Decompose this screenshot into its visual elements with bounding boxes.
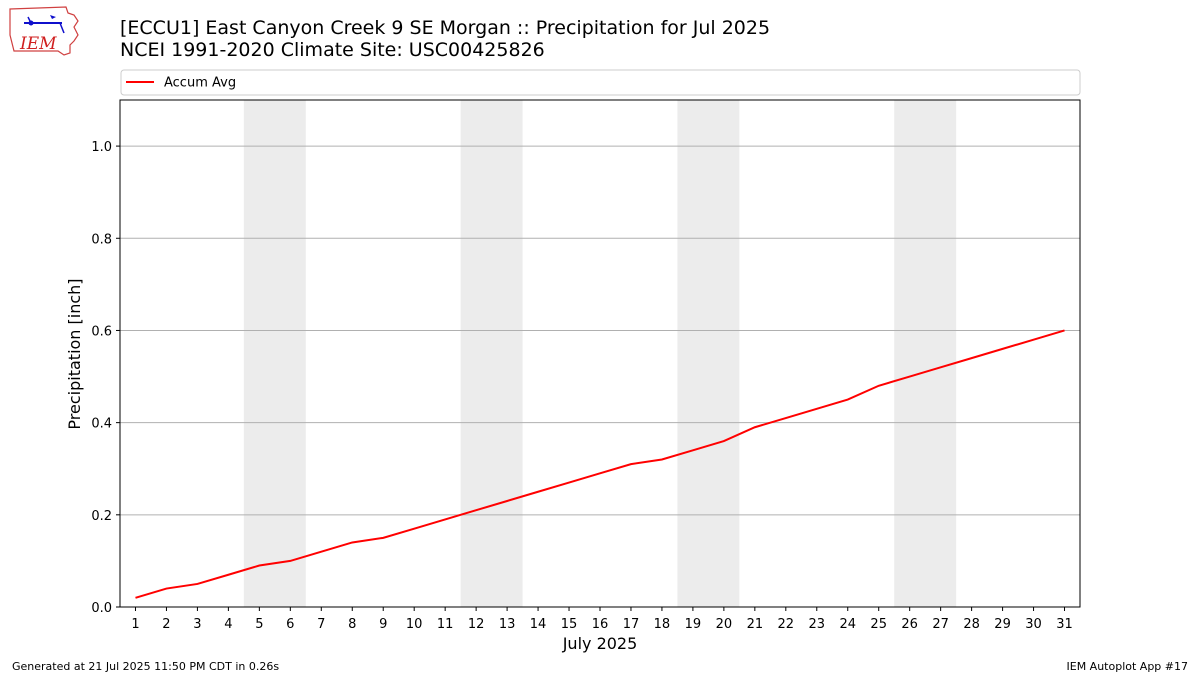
x-tick-label: 5 [255, 617, 263, 632]
x-tick-label: 15 [561, 617, 578, 632]
legend: Accum Avg [120, 69, 1081, 96]
x-tick-label: 20 [716, 617, 733, 632]
x-tick-label: 22 [778, 617, 795, 632]
y-tick-label: 1.0 [91, 140, 112, 155]
autoplot-app-label: IEM Autoplot App #17 [1066, 660, 1189, 673]
y-tick-label: 0.4 [91, 417, 112, 432]
x-tick-label: 11 [437, 617, 454, 632]
weekend-band-1 [243, 100, 306, 607]
x-tick-label: 14 [530, 617, 547, 632]
x-tick-label: 30 [1025, 617, 1042, 632]
x-tick-label: 27 [932, 617, 949, 632]
x-tick-label: 1 [131, 617, 139, 632]
x-tick-label: 21 [747, 617, 764, 632]
x-tick-label: 19 [685, 617, 702, 632]
series-line-accum-avg [135, 329, 1065, 599]
weekend-band-4 [894, 100, 957, 607]
x-tick-label: 31 [1056, 617, 1073, 632]
x-tick-label: 24 [839, 617, 856, 632]
iem-logo: IEM [8, 5, 80, 59]
y-tick-label: 0.0 [91, 601, 112, 616]
weekend-band-2 [460, 100, 523, 607]
y-tick-label: 0.6 [91, 324, 112, 339]
x-tick-label: 3 [193, 617, 201, 632]
x-tick-label: 25 [870, 617, 887, 632]
generated-timestamp: Generated at 21 Jul 2025 11:50 PM CDT in… [12, 660, 280, 673]
weekend-band-3 [677, 100, 740, 607]
title-line-2: NCEI 1991-2020 Climate Site: USC00425826 [120, 39, 545, 61]
x-tick-label: 13 [499, 617, 516, 632]
x-tick-label: 28 [963, 617, 980, 632]
weekend-shading [243, 100, 957, 607]
title-line-1: [ECCU1] East Canyon Creek 9 SE Morgan ::… [120, 17, 771, 39]
x-axis-ticks: 1 2 3 4 5 6 7 8 9 10 11 12 13 14 15 16 17 18 19 20 21 22 23 24 2… [131, 607, 1073, 632]
x-tick-label: 10 [406, 617, 423, 632]
x-tick-label: 17 [623, 617, 640, 632]
x-tick-label: 18 [654, 617, 671, 632]
x-tick-label: 6 [286, 617, 294, 632]
series-layer [135, 329, 1065, 599]
x-tick-label: 29 [994, 617, 1011, 632]
x-tick-label: 2 [162, 617, 170, 632]
x-axis-label: July 2025 [562, 634, 638, 653]
x-tick-label: 16 [592, 617, 609, 632]
x-tick-label: 26 [901, 617, 918, 632]
x-tick-label: 23 [809, 617, 826, 632]
x-tick-label: 8 [348, 617, 356, 632]
x-tick-label: 4 [224, 617, 232, 632]
x-tick-label: 9 [379, 617, 387, 632]
x-tick-label: 12 [468, 617, 485, 632]
y-tick-label: 0.8 [91, 232, 112, 247]
y-axis-ticks: 0.0 0.2 0.4 0.6 0.8 1.0 [91, 140, 120, 616]
logo-text: IEM [19, 34, 57, 54]
legend-label: Accum Avg [164, 76, 236, 91]
chart-title: [ECCU1] East Canyon Creek 9 SE Morgan ::… [120, 17, 770, 61]
x-tick-label: 7 [317, 617, 325, 632]
y-tick-label: 0.2 [91, 509, 112, 524]
y-axis-label: Precipitation [inch] [65, 278, 84, 429]
